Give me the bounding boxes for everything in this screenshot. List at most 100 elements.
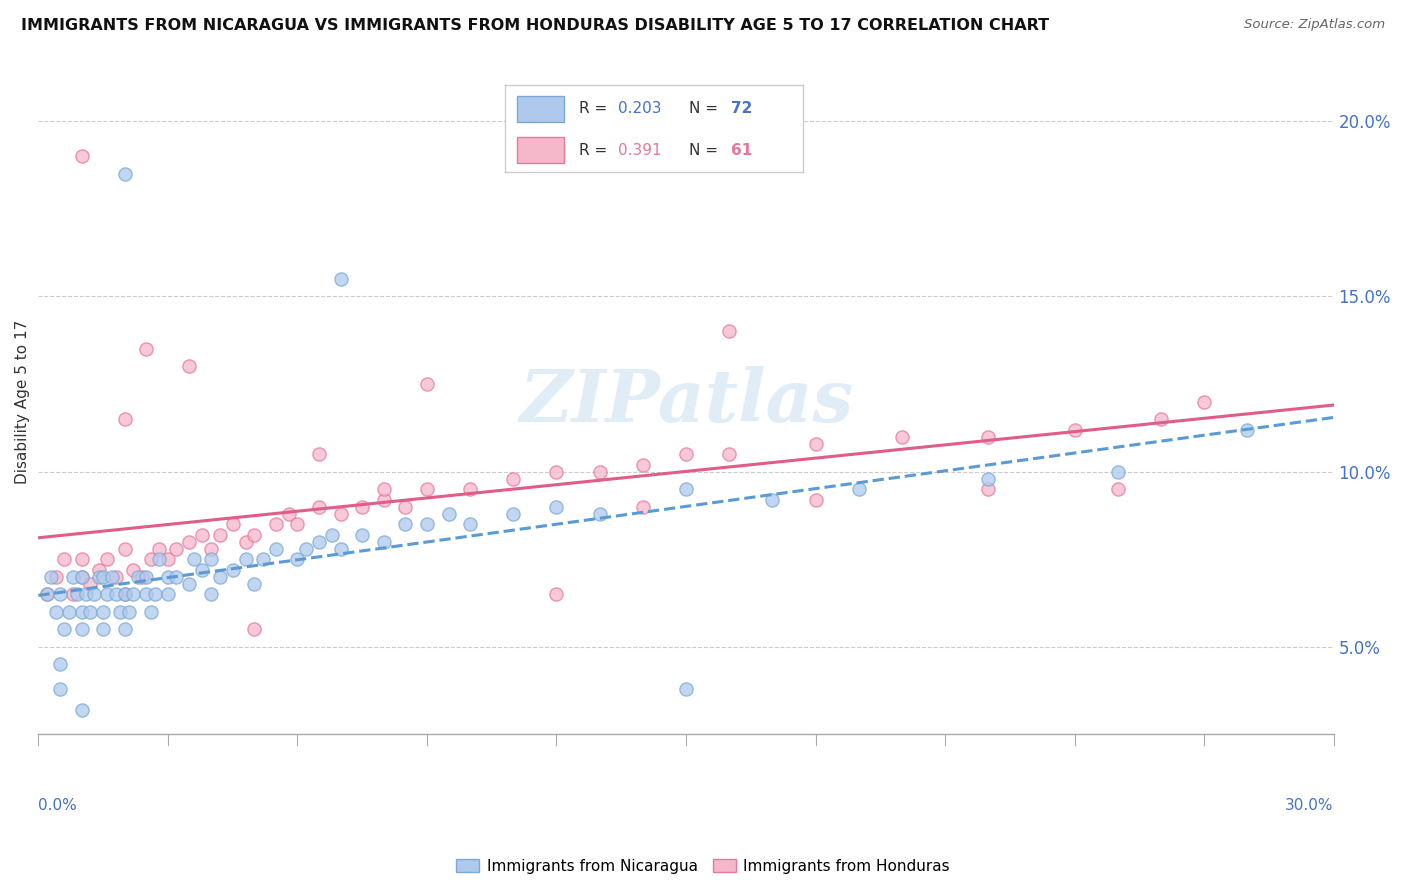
- Point: [546, 465, 568, 479]
- Point: [308, 447, 330, 461]
- Point: [416, 517, 439, 532]
- Point: [49, 587, 72, 601]
- Point: [1150, 412, 1173, 426]
- Point: [114, 587, 136, 601]
- Point: [35, 587, 58, 601]
- Point: [264, 541, 287, 556]
- Point: [588, 507, 610, 521]
- Text: 0.0%: 0.0%: [38, 797, 77, 813]
- Point: [546, 587, 568, 601]
- Point: [62, 587, 84, 601]
- Point: [148, 541, 170, 556]
- Point: [264, 517, 287, 532]
- Point: [631, 500, 654, 514]
- Point: [352, 500, 374, 514]
- Point: [191, 563, 214, 577]
- Point: [66, 587, 89, 601]
- Point: [91, 623, 114, 637]
- Point: [502, 507, 524, 521]
- Point: [588, 465, 610, 479]
- Point: [458, 517, 481, 532]
- Point: [87, 570, 110, 584]
- Point: [208, 570, 231, 584]
- Point: [373, 534, 395, 549]
- Point: [166, 541, 188, 556]
- Point: [45, 605, 67, 619]
- Point: [122, 587, 145, 601]
- Point: [675, 447, 697, 461]
- Point: [329, 541, 352, 556]
- Text: 30.0%: 30.0%: [1285, 797, 1334, 813]
- Point: [35, 587, 58, 601]
- Point: [166, 570, 188, 584]
- Point: [458, 482, 481, 496]
- Point: [45, 570, 67, 584]
- Point: [127, 570, 149, 584]
- Text: Source: ZipAtlas.com: Source: ZipAtlas.com: [1244, 18, 1385, 31]
- Point: [277, 507, 299, 521]
- Point: [70, 149, 93, 163]
- Point: [308, 500, 330, 514]
- Point: [87, 563, 110, 577]
- Point: [49, 681, 72, 696]
- Point: [79, 576, 101, 591]
- Point: [70, 623, 93, 637]
- Point: [287, 517, 309, 532]
- Point: [91, 605, 114, 619]
- Point: [122, 563, 145, 577]
- Point: [156, 552, 179, 566]
- Point: [1107, 482, 1129, 496]
- Point: [208, 527, 231, 541]
- Point: [675, 482, 697, 496]
- Point: [502, 472, 524, 486]
- Point: [91, 570, 114, 584]
- Point: [70, 703, 93, 717]
- Text: ZIPatlas: ZIPatlas: [519, 366, 853, 437]
- Point: [131, 570, 153, 584]
- Point: [58, 605, 80, 619]
- Point: [977, 429, 1000, 443]
- Point: [70, 605, 93, 619]
- Point: [373, 492, 395, 507]
- Point: [200, 552, 222, 566]
- Text: IMMIGRANTS FROM NICARAGUA VS IMMIGRANTS FROM HONDURAS DISABILITY AGE 5 TO 17 COR: IMMIGRANTS FROM NICARAGUA VS IMMIGRANTS …: [21, 18, 1049, 33]
- Point: [221, 517, 243, 532]
- Point: [394, 517, 416, 532]
- Point: [308, 534, 330, 549]
- Point: [631, 458, 654, 472]
- Point: [243, 623, 266, 637]
- Point: [437, 507, 460, 521]
- Point: [39, 570, 62, 584]
- Point: [761, 492, 783, 507]
- Point: [114, 623, 136, 637]
- Point: [179, 534, 201, 549]
- Point: [148, 552, 170, 566]
- Point: [62, 570, 84, 584]
- Point: [235, 534, 257, 549]
- Point: [70, 570, 93, 584]
- Point: [243, 576, 266, 591]
- Point: [96, 552, 118, 566]
- Point: [977, 472, 1000, 486]
- Point: [135, 587, 157, 601]
- Point: [373, 482, 395, 496]
- Point: [100, 570, 122, 584]
- Point: [287, 552, 309, 566]
- Point: [105, 587, 128, 601]
- Point: [1107, 465, 1129, 479]
- Point: [83, 587, 105, 601]
- Point: [329, 507, 352, 521]
- Point: [295, 541, 318, 556]
- Point: [235, 552, 257, 566]
- Point: [718, 447, 741, 461]
- Point: [321, 527, 343, 541]
- Point: [135, 570, 157, 584]
- Point: [200, 541, 222, 556]
- Point: [135, 342, 157, 356]
- Point: [890, 429, 912, 443]
- Point: [53, 552, 76, 566]
- Point: [179, 576, 201, 591]
- Y-axis label: Disability Age 5 to 17: Disability Age 5 to 17: [15, 319, 30, 483]
- Point: [139, 552, 162, 566]
- Point: [252, 552, 274, 566]
